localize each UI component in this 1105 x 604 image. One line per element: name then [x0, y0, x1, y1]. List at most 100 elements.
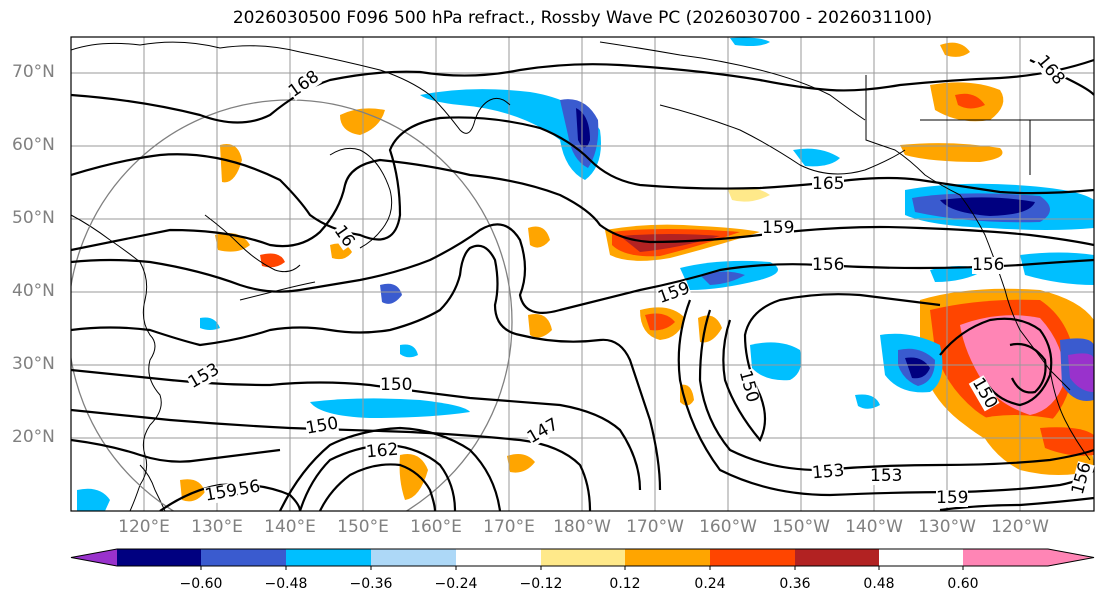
shade-blob — [698, 315, 722, 343]
colorbar-extend-max — [1048, 549, 1094, 566]
lat-label: 20°N — [12, 427, 55, 447]
shade-blob — [940, 197, 1035, 216]
colorbar-tick-label: 0.12 — [609, 576, 641, 592]
lat-label: 60°N — [12, 135, 55, 155]
lon-label: 130°E — [191, 517, 243, 537]
lon-label: 150°W — [772, 517, 830, 537]
contour-line-147 — [71, 408, 592, 511]
contour-label: 153 — [811, 460, 846, 484]
colorbar-extend-min — [71, 549, 117, 566]
lon-label: 160°W — [699, 517, 757, 537]
colorbar-tick-label: 0.60 — [947, 576, 979, 592]
shade-blob — [1020, 252, 1094, 285]
contour-line-153c — [279, 426, 502, 511]
lon-label: 120°W — [991, 517, 1049, 537]
contour-line-168 — [71, 58, 1094, 124]
contour-label: 153 — [870, 466, 903, 486]
shade-blob — [1068, 353, 1094, 392]
contour-label: 165 — [812, 174, 845, 194]
contour-label: 150 — [380, 375, 413, 395]
lon-label: 140°W — [845, 517, 903, 537]
shade-blob — [220, 144, 242, 183]
lon-label: 170°W — [626, 517, 684, 537]
lat-label: 30°N — [12, 354, 55, 374]
lon-label: 160°E — [410, 517, 462, 537]
contour-label: 159 — [762, 218, 795, 238]
contour-line-159 — [71, 158, 1094, 252]
shade-blob — [728, 187, 770, 202]
coastline — [599, 41, 866, 121]
contour-line-153 — [71, 244, 662, 491]
shade-blob — [700, 271, 745, 285]
lon-label: 180°W — [553, 517, 611, 537]
coastline — [659, 104, 906, 175]
colorbar-tick-label: −0.24 — [434, 576, 478, 592]
lat-label: 50°N — [12, 208, 55, 228]
colorbar-segment — [963, 549, 1048, 566]
coastline — [71, 214, 162, 511]
lat-label: 40°N — [12, 281, 55, 301]
lon-label: 150°E — [337, 517, 389, 537]
lon-label: 170°E — [483, 517, 535, 537]
contour-line-156c — [677, 299, 1094, 497]
contour-label: 156 — [972, 255, 1005, 275]
contour-label: 162 — [365, 439, 400, 463]
colorbar-segment — [286, 549, 371, 566]
contour-line-150b — [722, 293, 941, 442]
shade-blob — [855, 394, 880, 409]
shade-blob — [680, 384, 694, 406]
shade-blob — [940, 42, 970, 57]
contour-line-156 — [71, 223, 1094, 314]
shade-blob — [399, 454, 428, 500]
colorbar-tick-label: 0.48 — [863, 576, 895, 592]
colorbar-outline — [70, 548, 1095, 567]
shade-blob — [507, 454, 535, 473]
chart-title: 2026030500 F096 500 hPa refract., Rossby… — [232, 8, 933, 28]
shade-blob — [645, 313, 675, 331]
shade-blob — [793, 148, 840, 167]
colorbar-segment — [710, 549, 795, 566]
shade-blob — [905, 357, 930, 379]
shade-blob — [380, 283, 402, 304]
coastline — [1049, 369, 1091, 461]
colorbar-segment — [201, 549, 286, 566]
coastline — [239, 281, 316, 301]
colorbar-tick-label: 0.36 — [779, 576, 811, 592]
shade-blob — [310, 398, 470, 418]
lon-label: 130°W — [918, 517, 976, 537]
colorbar-segment — [117, 549, 201, 566]
colorbar-tick-label: 0.24 — [694, 576, 726, 592]
colorbar-tick-label: −0.60 — [179, 576, 223, 592]
shade-blob — [750, 342, 802, 381]
colorbar-tick-label: −0.36 — [349, 576, 393, 592]
colorbar-segment — [371, 549, 456, 566]
colorbar-tick-label: −0.12 — [519, 576, 563, 592]
contour-line-153b — [71, 438, 281, 463]
shade-blob — [1040, 427, 1094, 456]
coastline — [204, 214, 301, 273]
shade-blob — [528, 314, 552, 338]
shade-blob — [900, 143, 1003, 162]
shade-blob — [260, 253, 285, 268]
contour-line-159c — [939, 496, 1094, 511]
shade-blob — [420, 89, 601, 180]
shade-blob — [200, 317, 220, 330]
shade-blob — [77, 488, 110, 511]
colorbar-segment — [795, 549, 879, 566]
colorbar — [70, 548, 1095, 567]
contour-line-159b — [319, 463, 437, 511]
lon-label: 140°E — [264, 517, 316, 537]
coastline — [71, 41, 511, 134]
plot-frame — [70, 36, 1095, 512]
shade-blob — [528, 226, 550, 248]
colorbar-segment — [625, 549, 710, 566]
coastline — [139, 464, 166, 511]
shade-blob — [730, 37, 770, 46]
contour-line-165 — [71, 116, 1094, 241]
contour-line-158 — [939, 317, 1053, 407]
shade-blob — [620, 234, 720, 252]
coastline — [865, 75, 1071, 391]
contour-label: 156 — [812, 255, 845, 275]
lon-label: 120°E — [118, 517, 170, 537]
